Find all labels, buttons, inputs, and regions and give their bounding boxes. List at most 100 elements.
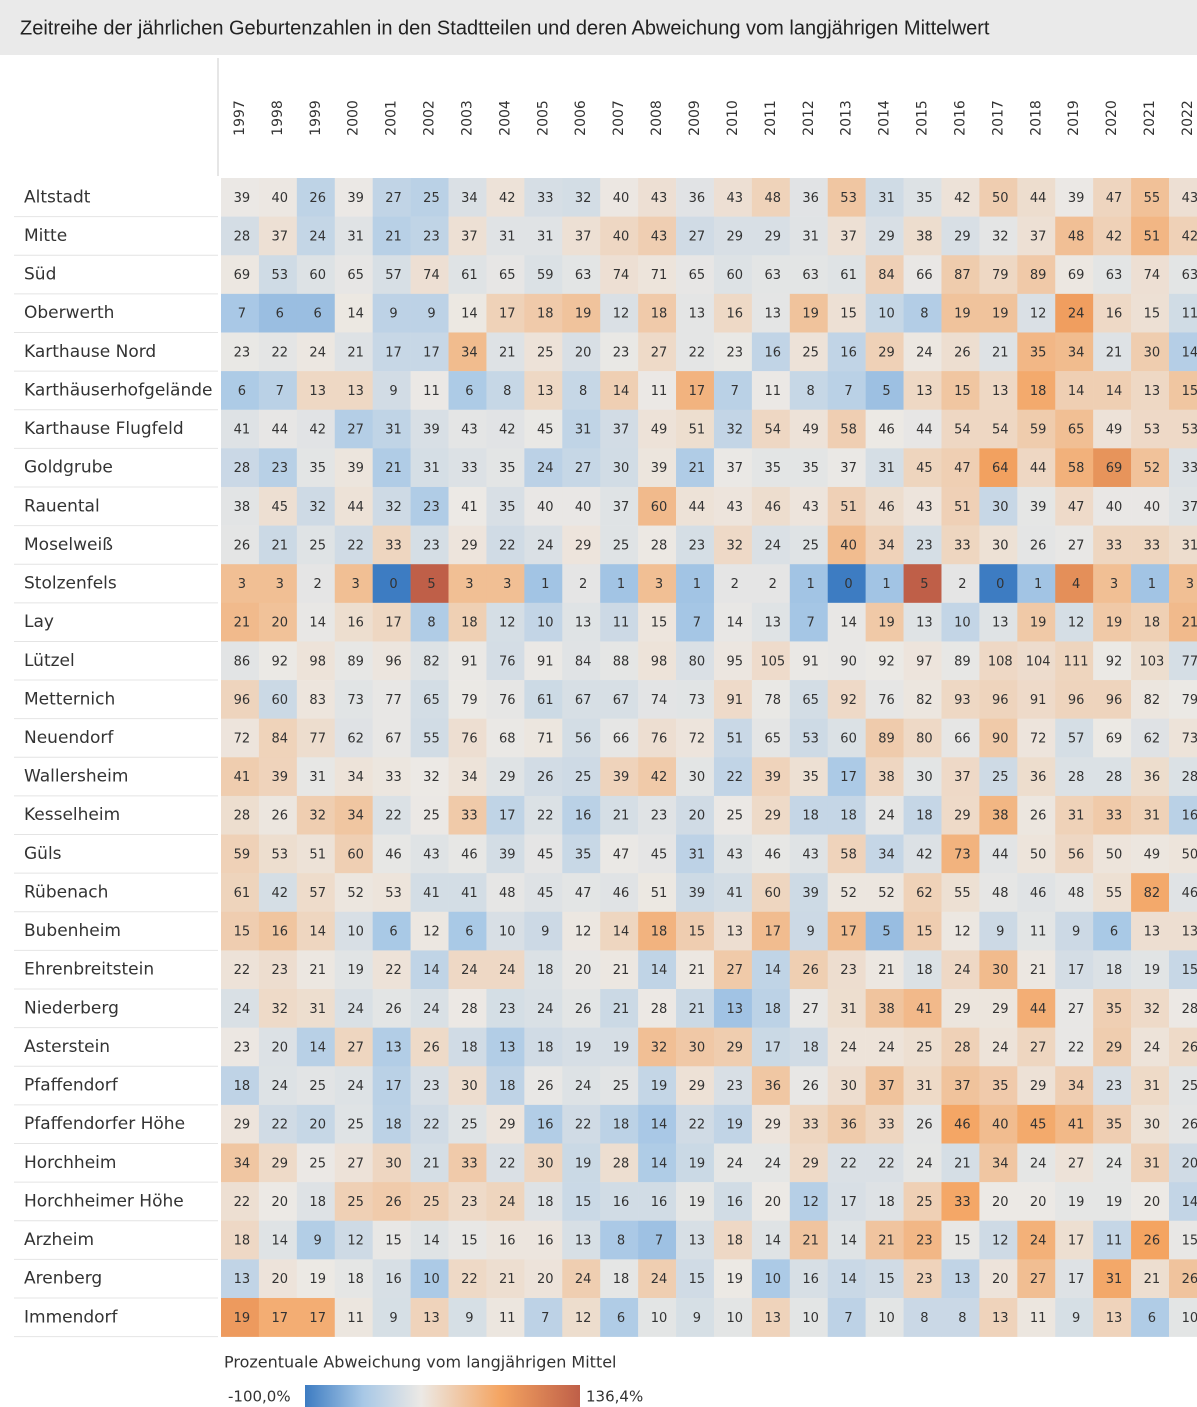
heat-cell xyxy=(334,795,373,835)
heat-cell xyxy=(903,602,942,642)
heat-cell xyxy=(1131,255,1170,295)
heat-cell xyxy=(221,873,260,913)
cell-value: 89 xyxy=(1030,268,1047,283)
heat-cell xyxy=(524,486,563,526)
heat-cell xyxy=(258,834,298,874)
cell-value: 21 xyxy=(1182,616,1197,631)
heat-cell xyxy=(676,911,715,951)
heat-cell xyxy=(448,1297,487,1337)
cell-value: 39 xyxy=(347,461,364,476)
heat-cell xyxy=(941,409,980,449)
cell-value: 65 xyxy=(764,731,781,746)
heat-cell xyxy=(713,1027,753,1067)
heat-cell xyxy=(903,1297,942,1337)
heat-cell xyxy=(258,1182,298,1222)
heat-cell xyxy=(903,216,942,256)
cell-value: 28 xyxy=(234,229,251,244)
heat-cell xyxy=(600,525,639,565)
cell-value: 10 xyxy=(727,1311,744,1326)
heat-cell xyxy=(676,332,715,372)
heat-cell xyxy=(448,1066,487,1106)
cell-value: 14 xyxy=(613,384,630,399)
cell-value: 26 xyxy=(537,1079,554,1094)
cell-value: 6 xyxy=(617,1311,625,1326)
cell-value: 46 xyxy=(613,886,630,901)
cell-value: 32 xyxy=(575,191,592,206)
cell-value: 36 xyxy=(764,1079,781,1094)
heat-cell xyxy=(600,448,639,488)
heat-cell xyxy=(865,1143,904,1183)
cell-value: 28 xyxy=(1106,770,1123,785)
cell-value: 23 xyxy=(234,345,251,360)
cell-value: 30 xyxy=(537,1156,554,1171)
heat-cell xyxy=(448,911,487,951)
cell-value: 24 xyxy=(878,1040,895,1055)
heat-cell xyxy=(1055,602,1094,642)
cell-value: 28 xyxy=(954,1040,971,1055)
cell-value: 24 xyxy=(727,1156,744,1171)
heat-cell xyxy=(751,409,791,449)
heat-cell xyxy=(221,718,260,758)
cell-value: 14 xyxy=(651,1118,668,1133)
cell-value: 13 xyxy=(764,616,781,631)
heat-cell xyxy=(221,332,260,372)
heat-cell xyxy=(1169,757,1197,797)
cell-value: 61 xyxy=(537,693,554,708)
heat-cell xyxy=(903,293,942,333)
cell-value: 12 xyxy=(1068,616,1085,631)
cell-value: 18 xyxy=(234,1234,251,1249)
heat-cell xyxy=(486,950,525,990)
cell-value: 20 xyxy=(272,1272,289,1287)
cell-value: 11 xyxy=(1182,307,1197,322)
cell-value: 41 xyxy=(461,886,478,901)
heat-cell xyxy=(372,911,411,951)
cell-value: 31 xyxy=(385,423,402,438)
cell-value: 38 xyxy=(878,1002,895,1017)
title-bar xyxy=(0,0,1197,55)
heat-cell xyxy=(1093,1297,1132,1337)
cell-value: 62 xyxy=(1144,731,1161,746)
cell-value: 18 xyxy=(727,1234,744,1249)
heat-cell xyxy=(486,178,525,217)
heat-cell xyxy=(1017,834,1056,874)
heat-cell xyxy=(865,718,904,758)
heat-cell xyxy=(296,1143,336,1183)
heat-cell xyxy=(258,178,298,217)
heat-cell xyxy=(1055,1297,1094,1337)
cell-value: 84 xyxy=(878,268,895,283)
heat-cell xyxy=(638,525,677,565)
heat-cell xyxy=(713,486,753,526)
heat-cell xyxy=(600,911,639,951)
heat-cell xyxy=(258,602,298,642)
heat-cell xyxy=(1169,911,1197,951)
cell-value: 16 xyxy=(1106,307,1123,322)
cell-value: 20 xyxy=(309,1118,326,1133)
heat-cell xyxy=(1093,332,1132,372)
cell-value: 33 xyxy=(1144,538,1161,553)
heat-cell xyxy=(1055,641,1094,681)
heat-cell xyxy=(486,911,525,951)
heat-cell xyxy=(638,486,677,526)
heat-cell xyxy=(258,989,298,1028)
heat-cell xyxy=(296,989,336,1028)
heat-cell xyxy=(258,1220,298,1260)
cell-value: 19 xyxy=(1068,1195,1085,1210)
heat-cell xyxy=(562,525,601,565)
heat-cell xyxy=(827,371,866,411)
cell-value: 24 xyxy=(1068,307,1085,322)
cell-value: 16 xyxy=(347,616,364,631)
heat-cell xyxy=(562,718,601,758)
cell-value: 9 xyxy=(389,307,397,322)
cell-value: 21 xyxy=(1144,1272,1161,1287)
cell-value: 11 xyxy=(613,616,630,631)
cell-value: 76 xyxy=(499,693,516,708)
heat-cell xyxy=(865,1182,904,1222)
cell-value: 36 xyxy=(1144,770,1161,785)
cell-value: 15 xyxy=(689,1272,706,1287)
heat-cell xyxy=(562,602,601,642)
heat-cell xyxy=(410,641,449,681)
heat-cell xyxy=(979,525,1018,565)
cell-value: 16 xyxy=(840,345,857,360)
heat-cell xyxy=(448,332,487,372)
cell-value: 42 xyxy=(916,847,933,862)
